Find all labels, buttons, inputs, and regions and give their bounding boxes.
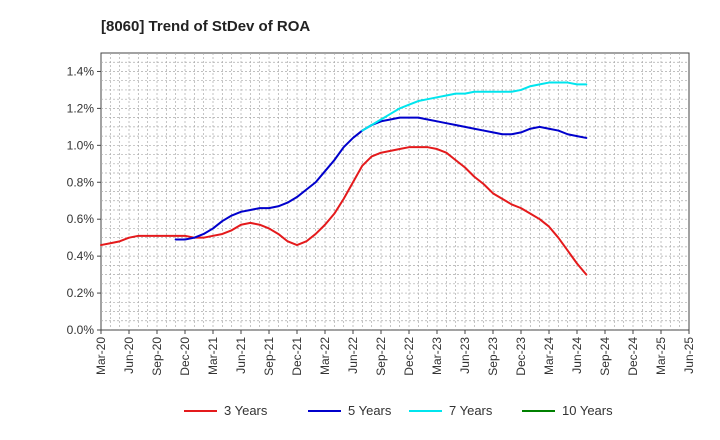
- x-tick-label: Mar-24: [542, 337, 556, 375]
- x-tick-label: Jun-25: [682, 337, 696, 374]
- x-tick-label: Dec-23: [514, 337, 528, 376]
- x-axis-ticks: Mar-20 Jun-20 Sep-20 Dec-20 Mar-21 Jun-21 Sep-…: [94, 330, 696, 376]
- x-tick-label: Dec-21: [290, 337, 304, 376]
- y-tick-label: 0.0%: [67, 323, 95, 337]
- x-tick-label: Sep-21: [262, 337, 276, 376]
- y-tick-label: 1.4%: [67, 64, 95, 78]
- y-tick-label: 0.6%: [67, 212, 95, 226]
- y-axis-ticks: 0.0% 0.2% 0.4% 0.6% 0.8% 1.0% 1.2% 1.4%: [67, 64, 101, 337]
- x-tick-label: Sep-24: [598, 337, 612, 376]
- y-tick-label: 0.2%: [67, 286, 95, 300]
- legend-label-3: 7 Years: [449, 403, 493, 418]
- x-tick-label: Sep-22: [374, 337, 388, 376]
- x-tick-label: Jun-22: [346, 337, 360, 374]
- x-tick-label: Dec-22: [402, 337, 416, 376]
- x-tick-label: Jun-23: [458, 337, 472, 374]
- x-tick-label: Mar-25: [654, 337, 668, 375]
- x-tick-label: Mar-21: [206, 337, 220, 375]
- x-tick-label: Jun-21: [234, 337, 248, 374]
- x-tick-label: Jun-24: [570, 337, 584, 374]
- y-tick-label: 1.2%: [67, 101, 95, 115]
- x-tick-label: Mar-22: [318, 337, 332, 375]
- y-tick-label: 0.4%: [67, 249, 95, 263]
- legend-label-4: 10 Years: [562, 403, 613, 418]
- legend: 3 Years 5 Years 7 Years 10 Years: [184, 403, 613, 418]
- chart-title: [8060] Trend of StDev of ROA: [101, 18, 310, 35]
- series-line-1: [100, 146, 588, 276]
- y-tick-label: 0.8%: [67, 175, 95, 189]
- legend-label-2: 5 Years: [348, 403, 392, 418]
- x-tick-label: Dec-20: [178, 337, 192, 376]
- x-tick-label: Mar-23: [430, 337, 444, 375]
- y-tick-label: 1.0%: [67, 138, 95, 152]
- x-tick-label: Jun-20: [122, 337, 136, 374]
- series-lines: [100, 81, 588, 276]
- x-tick-label: Mar-20: [94, 337, 108, 375]
- x-tick-label: Sep-23: [486, 337, 500, 376]
- legend-label-1: 3 Years: [224, 403, 268, 418]
- x-tick-label: Dec-24: [626, 337, 640, 376]
- series-line-2: [174, 116, 588, 241]
- series-line-3: [361, 81, 588, 132]
- x-tick-label: Sep-20: [150, 337, 164, 376]
